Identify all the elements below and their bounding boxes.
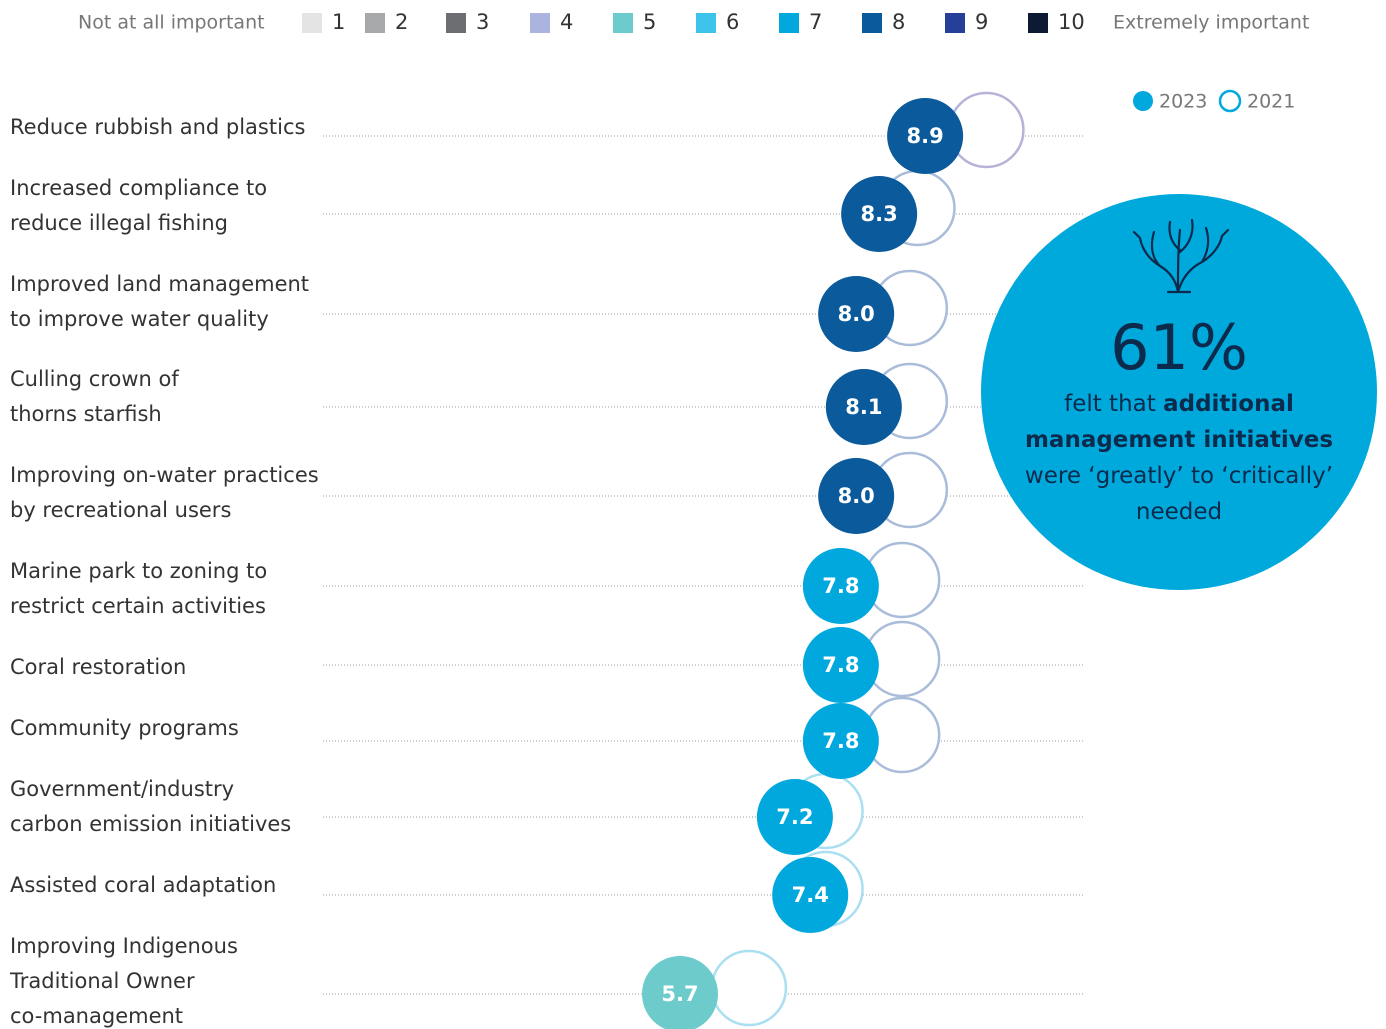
scale-swatch (613, 13, 633, 33)
category-label: Culling crown of (10, 367, 179, 391)
category-label: Coral restoration (10, 655, 186, 679)
callout-circle (981, 194, 1377, 590)
legend-swatch (1218, 89, 1242, 113)
scale-low-label: Not at all important (78, 12, 265, 34)
legend-label: 2023 (1159, 91, 1207, 113)
dot-2023 (802, 703, 879, 779)
callout-stat: 61% (1110, 311, 1248, 384)
category-label: reduce illegal fishing (10, 211, 228, 235)
category-label: Improving on-water practices (10, 463, 319, 487)
scale-high-label: Extremely important (1113, 12, 1309, 34)
scale-level: 6 (726, 10, 739, 34)
dot-2023 (841, 176, 918, 252)
value-label: 7.2 (776, 805, 813, 829)
scale-swatch (365, 13, 385, 33)
dot-2023 (818, 276, 895, 352)
category-label: Marine park to zoning to (10, 559, 267, 583)
value-label: 7.8 (822, 574, 859, 598)
scale-level: 7 (809, 10, 822, 34)
scale-swatch (302, 13, 322, 33)
legend-swatch (1133, 91, 1153, 111)
value-label: 5.7 (661, 982, 698, 1006)
category-label: Improving Indigenous (10, 934, 238, 958)
category-label: by recreational users (10, 498, 231, 522)
dot-2023 (818, 458, 895, 534)
scale-level: 10 (1058, 10, 1085, 34)
scale-swatch (696, 13, 716, 33)
scale-swatch (862, 13, 882, 33)
category-label: co-management (10, 1004, 183, 1028)
category-label: thorns starfish (10, 402, 162, 426)
value-label: 8.0 (838, 484, 875, 508)
scale-level: 1 (332, 10, 345, 34)
scale-level: 9 (975, 10, 988, 34)
value-label: 8.1 (845, 395, 882, 419)
dot-2023 (802, 548, 879, 624)
category-label: restrict certain activities (10, 594, 266, 618)
dot-2023 (642, 956, 718, 1029)
coral-icon (1132, 218, 1230, 294)
scale-level: 8 (892, 10, 905, 34)
category-label: Improved land management (10, 272, 309, 296)
dot-2023 (756, 779, 833, 855)
value-label: 7.8 (822, 653, 859, 677)
category-label: Increased compliance to (10, 176, 267, 200)
category-label: Government/industry (10, 777, 234, 801)
callout-text: felt that additional management initiati… (1020, 386, 1338, 530)
scale-swatch (945, 13, 965, 33)
category-label: to improve water quality (10, 307, 269, 331)
dot-2023 (887, 98, 964, 174)
value-label: 8.9 (907, 124, 944, 148)
category-label: Assisted coral adaptation (10, 873, 276, 897)
category-label: Community programs (10, 716, 239, 740)
scale-swatch (1028, 13, 1048, 33)
dot-2021 (710, 949, 788, 1027)
scale-swatch (530, 13, 550, 33)
value-label: 7.4 (792, 883, 829, 907)
scale-level: 4 (560, 10, 573, 34)
category-label: Reduce rubbish and plastics (10, 115, 305, 139)
dot-2023 (825, 369, 902, 445)
dot-2023 (772, 857, 849, 933)
callout-text-bold: additional management initiatives (1024, 391, 1334, 453)
scale-level: 2 (395, 10, 408, 34)
callout-text-after: were ‘greatly’ to ‘critically’ needed (1024, 463, 1334, 525)
value-label: 7.8 (822, 729, 859, 753)
scale-swatch (779, 13, 799, 33)
value-label: 8.3 (861, 202, 898, 226)
category-label: Traditional Owner (9, 969, 195, 993)
scale-level: 3 (476, 10, 489, 34)
scale-level: 5 (643, 10, 656, 34)
value-label: 8.0 (838, 302, 875, 326)
category-label: carbon emission initiatives (10, 812, 291, 836)
callout-text-before: felt that (1064, 391, 1156, 417)
dot-2023 (802, 627, 879, 703)
legend-label: 2021 (1247, 91, 1295, 113)
scale-swatch (446, 13, 466, 33)
